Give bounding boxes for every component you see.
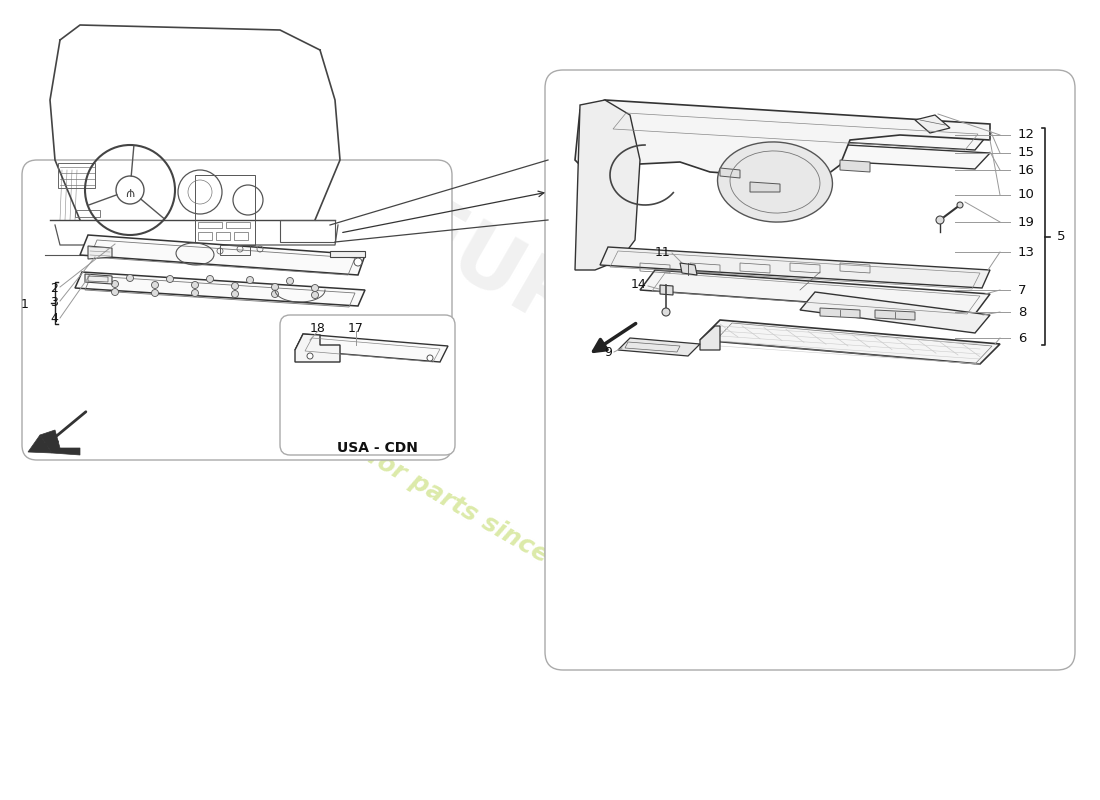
FancyBboxPatch shape [544,70,1075,670]
Text: 5: 5 [1057,230,1066,243]
Polygon shape [660,285,673,295]
Text: 3: 3 [50,295,58,309]
Circle shape [936,216,944,224]
Polygon shape [600,110,990,150]
Polygon shape [618,338,700,356]
Circle shape [166,275,174,282]
Ellipse shape [717,142,833,222]
Polygon shape [840,160,870,172]
Circle shape [191,290,198,297]
Polygon shape [874,310,915,320]
Polygon shape [28,435,52,453]
Text: 6: 6 [1018,331,1026,345]
Text: 12: 12 [1018,129,1035,142]
Polygon shape [575,100,640,270]
Circle shape [311,291,319,298]
Circle shape [246,277,253,283]
Text: 19: 19 [1018,215,1035,229]
Text: 14: 14 [630,278,646,291]
Polygon shape [75,272,365,306]
Circle shape [427,355,433,361]
Circle shape [111,281,119,287]
Text: 15: 15 [1018,146,1035,159]
Polygon shape [40,430,80,455]
Circle shape [111,289,119,295]
Polygon shape [295,334,340,362]
Text: 16: 16 [1018,163,1035,177]
Circle shape [191,282,198,289]
Polygon shape [88,246,112,259]
Circle shape [231,290,239,298]
Text: USA - CDN: USA - CDN [337,441,417,455]
Polygon shape [330,251,365,257]
Polygon shape [600,247,990,288]
Text: 17: 17 [348,322,364,334]
FancyBboxPatch shape [280,315,455,455]
Circle shape [207,275,213,282]
Circle shape [152,282,158,289]
Polygon shape [800,292,990,333]
Text: a passion for parts since 1985: a passion for parts since 1985 [240,374,620,606]
Polygon shape [700,320,1000,364]
Text: 8: 8 [1018,306,1026,318]
Circle shape [662,308,670,316]
Circle shape [272,290,278,298]
Text: EUROSPORTS: EUROSPORTS [387,188,972,572]
Polygon shape [85,274,112,284]
Polygon shape [915,115,950,133]
Circle shape [231,282,239,290]
Text: 13: 13 [1018,246,1035,258]
Polygon shape [750,182,780,192]
Circle shape [354,258,362,266]
Text: 11: 11 [654,246,670,258]
Polygon shape [820,308,860,318]
Text: 9: 9 [604,346,612,358]
Circle shape [272,283,278,290]
Text: 4: 4 [50,313,58,326]
Polygon shape [295,334,448,362]
Polygon shape [640,270,990,314]
Circle shape [152,290,158,297]
Circle shape [286,278,294,285]
Text: 18: 18 [310,322,326,334]
Circle shape [126,274,133,282]
Circle shape [957,202,962,208]
Polygon shape [700,326,720,350]
Polygon shape [680,263,697,275]
Text: 2: 2 [50,282,58,294]
FancyBboxPatch shape [22,160,452,460]
Circle shape [311,285,319,291]
Text: 1: 1 [21,298,29,310]
Polygon shape [600,132,990,169]
Polygon shape [575,100,990,180]
Circle shape [307,353,314,359]
Polygon shape [80,235,365,275]
Polygon shape [720,168,740,178]
Text: 10: 10 [1018,189,1035,202]
Text: Ψ: Ψ [125,185,134,195]
Text: 7: 7 [1018,283,1026,297]
